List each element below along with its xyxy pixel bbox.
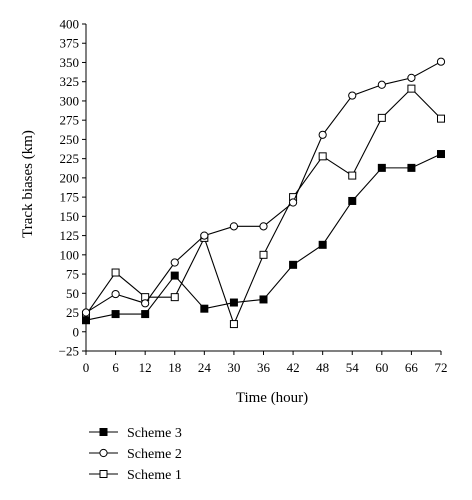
data-point-scheme-1 [259,250,268,259]
data-point-scheme-3 [377,163,386,172]
data-point-scheme-3 [437,150,445,159]
y-tick-label: 150 [60,209,80,224]
legend-label-scheme-3: Scheme 3 [127,426,182,441]
data-point-scheme-2 [200,231,209,240]
data-point-scheme-2 [348,91,357,100]
data-point-scheme-2 [141,299,150,308]
data-point-scheme-1 [407,84,416,93]
y-tick-label: 350 [60,55,80,70]
legend-item-scheme-2: Scheme 2 [89,447,182,462]
series-scheme-2 [81,57,446,317]
data-point-scheme-3 [289,260,298,269]
data-point-scheme-3 [229,298,238,307]
x-tick-label: 24 [198,360,212,375]
series-line-scheme-1 [85,87,442,326]
data-point-scheme-2 [288,198,298,207]
x-tick-label: 0 [83,360,90,375]
y-tick-label: 175 [60,190,80,205]
legend-item-scheme-1: Scheme 1 [89,468,182,483]
data-point-scheme-3 [318,240,327,249]
y-tick-label: 225 [60,151,80,166]
x-tick-label: 6 [112,360,119,375]
data-point-scheme-3 [200,304,209,313]
data-point-scheme-1 [229,320,238,329]
y-tick-label: 75 [66,267,79,282]
data-point-scheme-2 [318,130,327,139]
y-tick-label: 300 [60,93,80,108]
data-point-scheme-3 [407,163,416,172]
y-tick-label: 325 [60,74,80,89]
series-line-scheme-2 [85,61,442,313]
axes: −250255075100125150175200225250275300325… [59,17,448,376]
data-point-scheme-3 [82,316,90,325]
y-tick-label: 275 [60,113,80,128]
series-scheme-1 [82,84,445,329]
x-tick-label: 30 [227,360,240,375]
y-tick-label: 400 [60,17,80,32]
y-tick-label: 250 [60,132,80,147]
x-tick-label: 48 [316,360,329,375]
data-point-scheme-2 [111,289,120,299]
y-tick-label: 25 [66,305,79,320]
data-point-scheme-3 [111,310,120,319]
series-scheme-3 [82,150,445,325]
data-point-scheme-2 [229,222,239,231]
x-axis-title: Time (hour) [236,390,308,406]
legend-marker-scheme-3 [99,428,108,436]
x-tick-label: 54 [346,360,360,375]
data-point-scheme-2 [81,308,91,317]
y-tick-label: 0 [73,324,80,339]
plot-area [81,57,446,329]
data-point-scheme-2 [407,73,416,82]
x-tick-label: 72 [435,360,448,375]
x-tick-label: 18 [168,360,181,375]
legend-marker-scheme-1 [99,470,108,478]
data-point-scheme-1 [348,171,357,180]
data-point-scheme-1 [318,152,327,161]
legend-label-scheme-1: Scheme 1 [127,468,182,483]
y-tick-label: 200 [60,170,80,185]
legend-label-scheme-2: Scheme 2 [127,447,182,462]
legend-marker-scheme-2 [99,448,108,458]
y-tick-label: 375 [60,36,80,51]
x-tick-label: 12 [139,360,152,375]
data-point-scheme-3 [348,196,357,205]
data-point-scheme-1 [437,114,445,123]
data-point-scheme-2 [377,80,386,89]
y-tick-label: 125 [60,228,80,243]
data-point-scheme-3 [259,295,268,304]
data-point-scheme-3 [170,271,179,280]
data-point-scheme-2 [170,258,179,267]
data-point-scheme-1 [377,113,386,122]
legend: Scheme 3 Scheme 2 Scheme 1 [89,426,182,483]
data-point-scheme-1 [111,268,120,277]
data-point-scheme-3 [141,310,150,319]
data-point-scheme-2 [259,222,268,231]
data-point-scheme-1 [170,293,179,302]
y-tick-label: 100 [60,247,80,262]
x-tick-label: 60 [375,360,388,375]
x-tick-label: 66 [405,360,419,375]
legend-item-scheme-3: Scheme 3 [89,426,182,441]
y-axis-title: Track biases (km) [20,130,36,238]
x-tick-label: 36 [257,360,271,375]
series-line-scheme-3 [85,153,442,321]
data-point-scheme-2 [436,57,446,66]
x-tick-label: 42 [287,360,300,375]
y-tick-label: −25 [59,344,79,359]
y-tick-label: 50 [66,286,79,301]
